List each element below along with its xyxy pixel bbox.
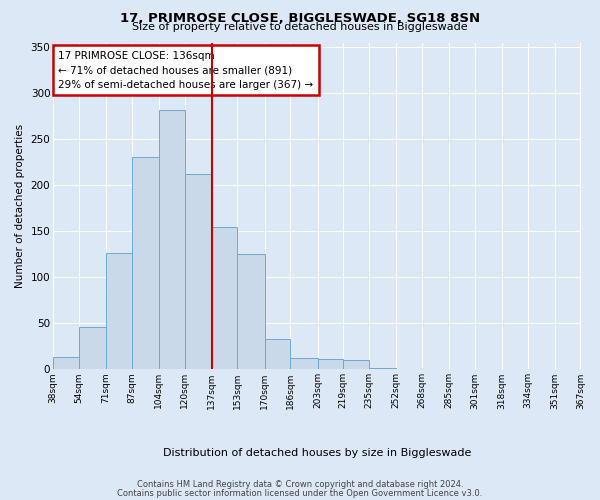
Bar: [79, 327, 106, 370]
Bar: [449, 368, 475, 370]
Bar: [502, 368, 527, 370]
Text: 17 PRIMROSE CLOSE: 136sqm
← 71% of detached houses are smaller (891)
29% of semi: 17 PRIMROSE CLOSE: 136sqm ← 71% of detac…: [58, 50, 313, 90]
Bar: [212, 226, 238, 370]
Text: Contains HM Land Registry data © Crown copyright and database right 2024.: Contains HM Land Registry data © Crown c…: [137, 480, 463, 489]
Bar: [317, 360, 343, 370]
Y-axis label: Number of detached properties: Number of detached properties: [15, 124, 25, 288]
Bar: [422, 368, 449, 370]
X-axis label: Distribution of detached houses by size in Biggleswade: Distribution of detached houses by size …: [163, 448, 471, 458]
Bar: [475, 368, 502, 370]
Bar: [290, 358, 317, 370]
Bar: [527, 368, 555, 370]
Text: Contains public sector information licensed under the Open Government Licence v3: Contains public sector information licen…: [118, 488, 482, 498]
Bar: [53, 358, 79, 370]
Bar: [555, 368, 580, 370]
Bar: [238, 254, 265, 370]
Bar: [265, 339, 290, 370]
Text: 17, PRIMROSE CLOSE, BIGGLESWADE, SG18 8SN: 17, PRIMROSE CLOSE, BIGGLESWADE, SG18 8S…: [120, 12, 480, 26]
Text: Size of property relative to detached houses in Biggleswade: Size of property relative to detached ho…: [132, 22, 468, 32]
Bar: [343, 360, 369, 370]
Bar: [185, 174, 212, 370]
Bar: [159, 110, 185, 370]
Bar: [396, 368, 422, 370]
Bar: [106, 254, 131, 370]
Bar: [369, 368, 396, 370]
Bar: [131, 156, 159, 370]
